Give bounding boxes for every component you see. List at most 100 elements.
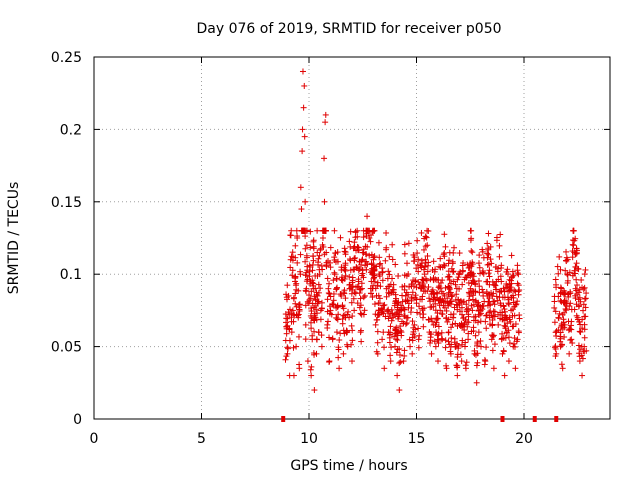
data-point (282, 337, 289, 344)
data-point (416, 303, 423, 310)
data-point (576, 302, 583, 309)
data-point (445, 260, 452, 267)
data-point (402, 297, 409, 304)
data-point (358, 257, 365, 264)
data-point (491, 301, 498, 308)
data-point (442, 337, 449, 344)
data-point (384, 275, 391, 282)
data-point (351, 307, 358, 314)
y-tick-label: 0.25 (51, 50, 82, 66)
data-point (303, 254, 310, 261)
data-point (348, 322, 355, 329)
data-point (447, 280, 454, 287)
data-point (432, 276, 439, 283)
data-point (511, 334, 518, 341)
data-point (478, 343, 484, 350)
data-point (459, 311, 466, 318)
data-point (289, 254, 296, 261)
data-point (450, 314, 457, 321)
data-point (556, 253, 563, 260)
data-point (303, 242, 310, 249)
data-point (414, 261, 421, 268)
data-point (360, 246, 367, 253)
data-point (497, 309, 504, 316)
data-point (568, 336, 575, 343)
data-point (292, 242, 299, 249)
data-point (447, 348, 454, 355)
data-point (501, 322, 508, 329)
data-point (371, 253, 378, 260)
data-point (468, 247, 475, 254)
data-point (296, 301, 303, 308)
data-point (324, 296, 331, 303)
data-point (370, 254, 377, 261)
data-point (303, 288, 310, 295)
data-point (454, 306, 461, 313)
data-point (562, 291, 569, 298)
data-point (514, 280, 521, 287)
data-point (384, 307, 391, 314)
data-point (577, 346, 584, 353)
data-point (437, 255, 444, 262)
data-point (453, 362, 460, 369)
data-point (516, 286, 523, 293)
data-point (286, 311, 293, 318)
data-point (368, 251, 375, 258)
data-point (576, 328, 583, 335)
data-point (476, 270, 483, 277)
data-point (504, 271, 511, 278)
data-point (397, 359, 404, 366)
data-point (474, 342, 481, 349)
data-point (443, 307, 450, 314)
data-point (327, 293, 334, 300)
data-point (496, 253, 503, 260)
data-point (552, 276, 559, 283)
data-point (564, 279, 571, 286)
data-point (578, 276, 585, 283)
data-point (333, 329, 340, 336)
data-point (318, 299, 325, 306)
data-point (393, 336, 400, 343)
data-point (401, 352, 408, 359)
data-point (367, 290, 374, 297)
data-point (389, 241, 396, 248)
data-point (498, 265, 505, 272)
data-point (476, 264, 483, 271)
data-point (347, 228, 354, 235)
data-point (420, 323, 427, 330)
data-point (472, 332, 479, 339)
data-point (413, 265, 420, 272)
data-point (577, 298, 584, 305)
data-point (360, 234, 367, 241)
data-point (574, 282, 581, 289)
data-point (301, 82, 308, 89)
data-point (335, 344, 342, 351)
data-point (579, 372, 586, 379)
data-point (551, 344, 558, 351)
data-point (313, 336, 320, 343)
data-point (505, 358, 512, 365)
data-point (307, 366, 314, 373)
data-point (394, 304, 401, 311)
data-point (367, 238, 374, 245)
data-point (486, 291, 493, 298)
data-point (472, 281, 479, 288)
data-point (334, 284, 341, 291)
data-point (297, 268, 304, 275)
data-point (460, 259, 467, 266)
data-point (421, 271, 428, 278)
data-point (408, 304, 415, 311)
data-point (357, 310, 364, 317)
data-point (296, 361, 303, 368)
data-point (288, 253, 295, 260)
data-point (302, 198, 309, 205)
data-point (497, 231, 504, 238)
data-point (322, 119, 329, 126)
data-point (479, 248, 486, 255)
data-point (575, 289, 582, 296)
data-point (385, 306, 392, 313)
data-point (339, 302, 346, 309)
data-point (371, 272, 378, 279)
data-point (502, 284, 509, 291)
data-point (448, 335, 455, 342)
